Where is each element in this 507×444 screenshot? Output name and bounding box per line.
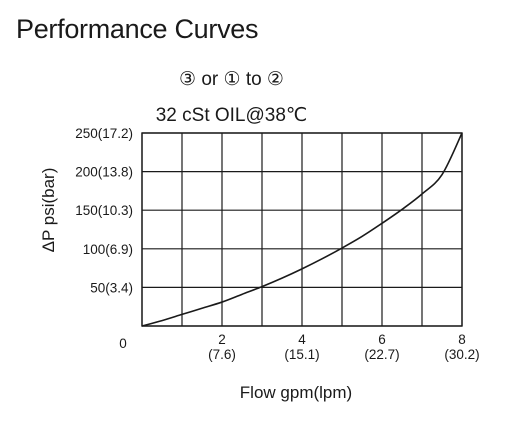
y-tick-label: 100(6.9) <box>83 242 133 257</box>
y-tick-label: 150(10.3) <box>75 203 133 218</box>
chart-title-text: ③ or ① to ② <box>179 69 284 90</box>
origin-label: 0 <box>119 336 127 351</box>
y-tick-label: 250(17.2) <box>75 126 133 141</box>
x-tick-sublabel: (7.6) <box>208 347 236 362</box>
chart-subtitle-text: 32 cSt OIL@38℃ <box>155 105 308 126</box>
x-tick-label: 4 <box>298 332 306 347</box>
x-tick-label: 2 <box>218 332 226 347</box>
x-axis-label: Flow gpm(lpm) <box>240 383 352 402</box>
y-axis-label: ΔP psi(bar) <box>39 168 58 253</box>
x-tick-sublabel: (22.7) <box>364 347 399 362</box>
y-tick-label: 200(13.8) <box>75 165 133 180</box>
tick-labels: 50(3.4) 100(6.9) 150(10.3) 200(13.8) 250(17.… <box>75 126 479 362</box>
grid-lines <box>141 132 463 327</box>
plot-frame <box>141 132 463 327</box>
x-tick-label: 6 <box>378 332 386 347</box>
x-tick-label: 8 <box>458 332 466 347</box>
chart-title: ③ or ① to ② <box>22 68 507 91</box>
data-series <box>141 132 463 327</box>
x-tick-sublabel: (15.1) <box>284 347 319 362</box>
page-title: Performance Curves <box>16 14 259 44</box>
series-line <box>141 132 463 327</box>
chart-subtitle: 32 cSt OIL@38℃ <box>22 104 507 127</box>
x-tick-sublabel: (30.2) <box>444 347 479 362</box>
y-tick-label: 50(3.4) <box>90 280 133 295</box>
